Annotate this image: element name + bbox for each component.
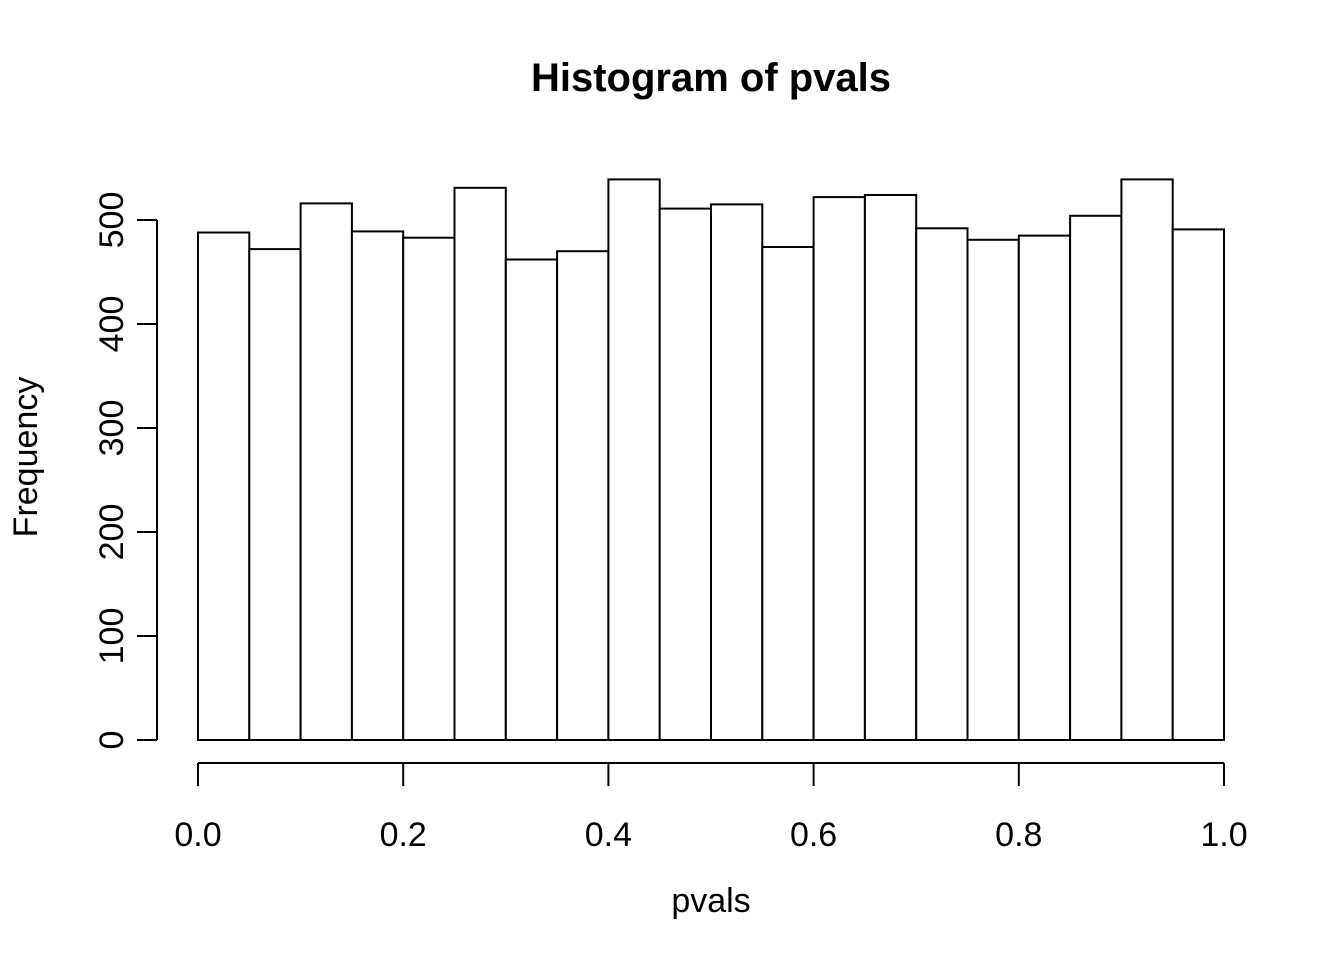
histogram-bar [556, 250, 610, 741]
histogram-bar [812, 196, 866, 742]
x-tick-label: 1.0 [1200, 816, 1247, 854]
histogram-bar [402, 236, 456, 741]
x-axis-title: pvals [671, 882, 751, 920]
histogram-bar [761, 246, 815, 741]
y-tick-label: 500 [93, 192, 131, 249]
histogram-bar [350, 230, 405, 741]
x-tick-label: 0.0 [174, 816, 221, 854]
y-tick-label: 400 [93, 296, 131, 353]
histogram-bar [197, 231, 251, 741]
histogram-bar [299, 202, 353, 741]
histogram-bar [504, 258, 559, 741]
x-tick-label: 0.8 [995, 816, 1042, 854]
histogram-bar [1017, 234, 1072, 741]
histogram-bar [1120, 178, 1174, 741]
histogram-bar [1171, 228, 1225, 741]
histogram-bar [710, 203, 764, 741]
x-tick-label: 0.2 [380, 816, 427, 854]
histogram-bar [966, 238, 1020, 742]
x-tick-label: 0.4 [585, 816, 632, 854]
histogram-bar [607, 178, 661, 741]
y-tick-label: 200 [93, 504, 131, 561]
histogram-bar [658, 207, 713, 742]
y-tick-label: 0 [93, 731, 131, 750]
histogram-bar [1069, 214, 1123, 742]
chart-title: Histogram of pvals [530, 56, 892, 100]
histogram-bar [453, 186, 507, 742]
y-tick-label: 300 [93, 400, 131, 457]
histogram-bar [248, 248, 302, 741]
histogram-bar [863, 194, 918, 741]
y-tick-label: 100 [93, 608, 131, 665]
histogram-bar [915, 227, 969, 742]
x-tick-label: 0.6 [790, 816, 837, 854]
